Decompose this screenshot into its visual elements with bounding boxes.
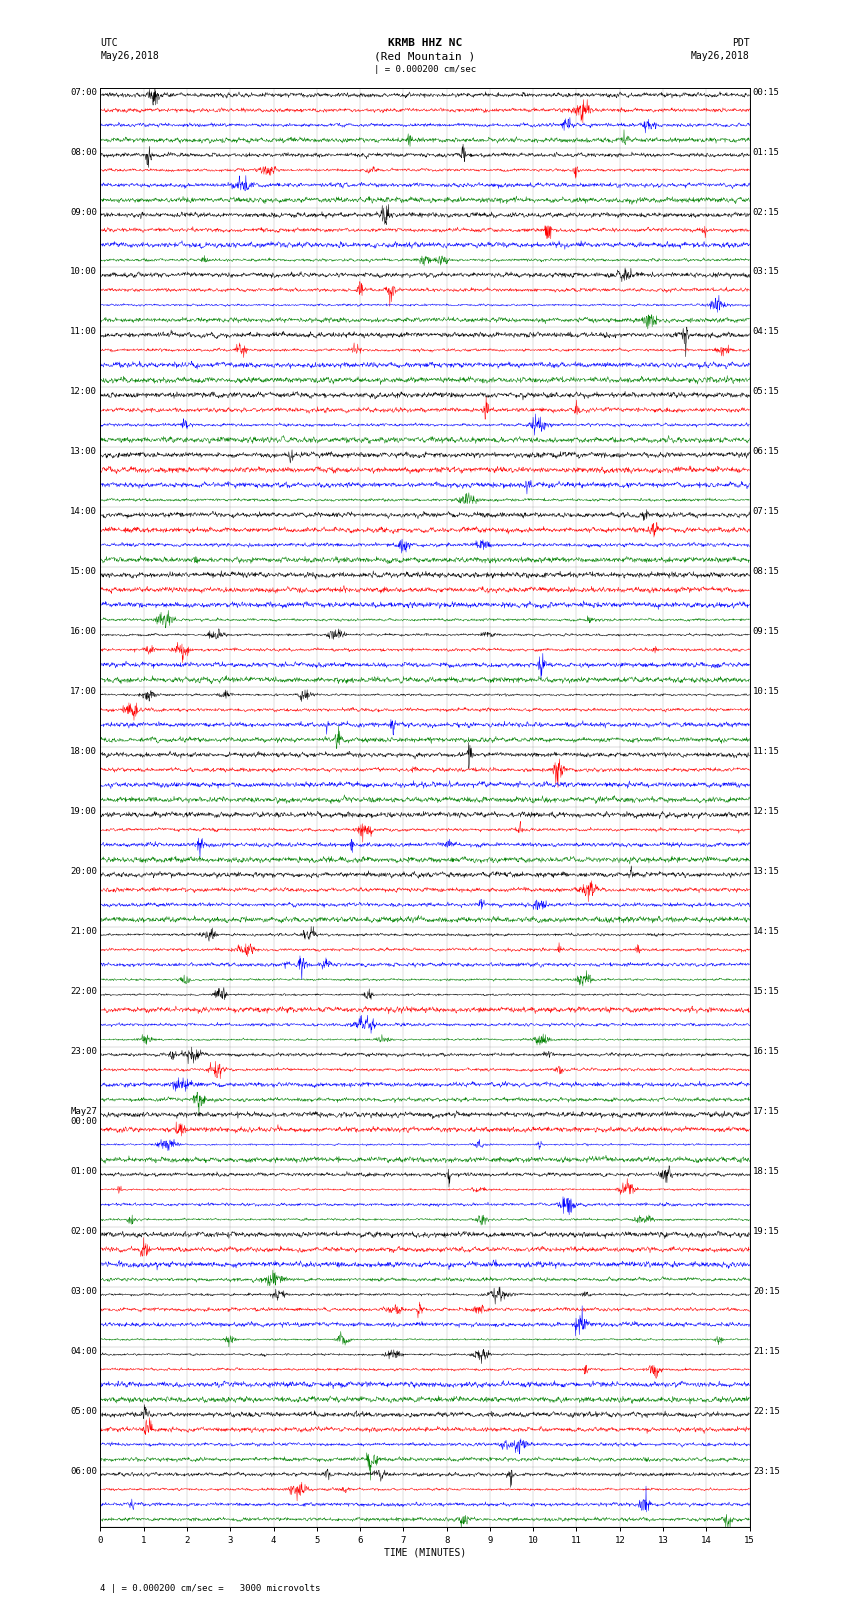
Text: 19:00: 19:00 <box>71 806 97 816</box>
Text: (Red Mountain ): (Red Mountain ) <box>374 52 476 61</box>
Text: 11:00: 11:00 <box>71 327 97 337</box>
Text: 02:15: 02:15 <box>753 208 779 216</box>
Text: 22:15: 22:15 <box>753 1407 779 1416</box>
Text: 21:15: 21:15 <box>753 1347 779 1357</box>
Text: 16:00: 16:00 <box>71 627 97 636</box>
Text: 07:15: 07:15 <box>753 508 779 516</box>
Text: 01:15: 01:15 <box>753 147 779 156</box>
Text: 08:15: 08:15 <box>753 568 779 576</box>
Text: 19:15: 19:15 <box>753 1227 779 1236</box>
Text: May26,2018: May26,2018 <box>100 52 159 61</box>
Text: 12:00: 12:00 <box>71 387 97 397</box>
Text: 13:00: 13:00 <box>71 447 97 456</box>
Text: | = 0.000200 cm/sec: | = 0.000200 cm/sec <box>374 65 476 74</box>
Text: 16:15: 16:15 <box>753 1047 779 1057</box>
Text: 12:15: 12:15 <box>753 806 779 816</box>
Text: 17:00: 17:00 <box>71 687 97 697</box>
Text: 05:15: 05:15 <box>753 387 779 397</box>
Text: 10:00: 10:00 <box>71 268 97 276</box>
Text: 21:00: 21:00 <box>71 927 97 936</box>
Text: 06:00: 06:00 <box>71 1466 97 1476</box>
Text: May27
00:00: May27 00:00 <box>71 1107 97 1126</box>
Text: 11:15: 11:15 <box>753 747 779 756</box>
Text: 00:15: 00:15 <box>753 87 779 97</box>
Text: 04:15: 04:15 <box>753 327 779 337</box>
Text: 09:15: 09:15 <box>753 627 779 636</box>
Text: 09:00: 09:00 <box>71 208 97 216</box>
Text: 07:00: 07:00 <box>71 87 97 97</box>
Text: 15:15: 15:15 <box>753 987 779 997</box>
X-axis label: TIME (MINUTES): TIME (MINUTES) <box>384 1548 466 1558</box>
Text: 02:00: 02:00 <box>71 1227 97 1236</box>
Text: 01:00: 01:00 <box>71 1168 97 1176</box>
Text: 04:00: 04:00 <box>71 1347 97 1357</box>
Text: 06:15: 06:15 <box>753 447 779 456</box>
Text: 18:15: 18:15 <box>753 1168 779 1176</box>
Text: PDT: PDT <box>732 39 750 48</box>
Text: 23:15: 23:15 <box>753 1466 779 1476</box>
Text: 08:00: 08:00 <box>71 147 97 156</box>
Text: 23:00: 23:00 <box>71 1047 97 1057</box>
Text: 20:00: 20:00 <box>71 868 97 876</box>
Text: 20:15: 20:15 <box>753 1287 779 1295</box>
Text: 22:00: 22:00 <box>71 987 97 997</box>
Text: 13:15: 13:15 <box>753 868 779 876</box>
Text: 17:15: 17:15 <box>753 1107 779 1116</box>
Text: 03:00: 03:00 <box>71 1287 97 1295</box>
Text: KRMB HHZ NC: KRMB HHZ NC <box>388 39 462 48</box>
Text: May26,2018: May26,2018 <box>691 52 750 61</box>
Text: 14:15: 14:15 <box>753 927 779 936</box>
Text: 10:15: 10:15 <box>753 687 779 697</box>
Text: 05:00: 05:00 <box>71 1407 97 1416</box>
Text: 18:00: 18:00 <box>71 747 97 756</box>
Text: 4 | = 0.000200 cm/sec =   3000 microvolts: 4 | = 0.000200 cm/sec = 3000 microvolts <box>100 1584 320 1594</box>
Text: 03:15: 03:15 <box>753 268 779 276</box>
Text: UTC: UTC <box>100 39 118 48</box>
Text: 14:00: 14:00 <box>71 508 97 516</box>
Text: 15:00: 15:00 <box>71 568 97 576</box>
